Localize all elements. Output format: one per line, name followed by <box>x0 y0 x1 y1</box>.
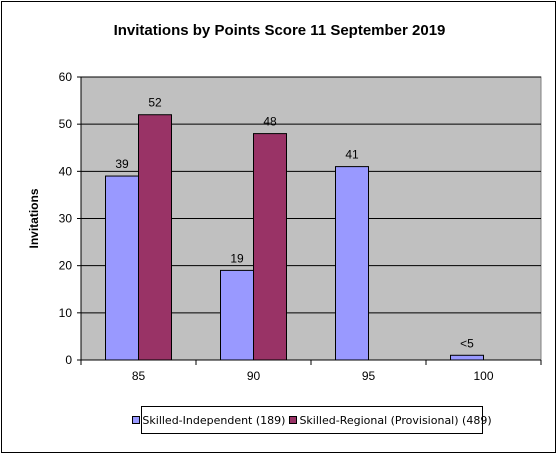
x-tick-label: 85 <box>132 369 146 383</box>
legend-item-series-1: Skilled-Independent (189) <box>132 414 285 427</box>
y-tick-label: 20 <box>59 259 73 273</box>
bar-series-1 <box>220 269 254 361</box>
x-tick-label: 95 <box>362 369 376 383</box>
bar-series-2 <box>253 133 287 361</box>
legend-item-series-2: Skilled-Regional (Provisional) (489) <box>289 413 492 427</box>
x-tick-label: 90 <box>247 369 261 383</box>
legend-label-series-2: Skilled-Regional (Provisional) (489) <box>299 413 492 427</box>
bar-series-1 <box>105 175 139 361</box>
y-tick-label: 60 <box>59 70 73 84</box>
chart-title: Invitations by Points Score 11 September… <box>113 22 446 39</box>
x-tick-label: 100 <box>473 369 493 383</box>
y-tick-label: 10 <box>59 306 73 320</box>
legend-swatch-series-1 <box>132 416 141 424</box>
bar-series-1 <box>450 354 484 361</box>
bar-series-1 <box>335 166 369 361</box>
data-label: <5 <box>460 336 474 350</box>
data-label: 41 <box>345 148 359 162</box>
y-tick-label: 30 <box>59 212 73 226</box>
data-label: 19 <box>230 251 244 265</box>
y-tick-label: 40 <box>59 164 73 178</box>
bar-series-2 <box>138 114 172 361</box>
y-tick-label: 50 <box>59 117 73 131</box>
data-label: 52 <box>148 96 162 110</box>
chart-legend: Skilled-Independent (189) Skilled-Region… <box>132 406 492 434</box>
y-axis-label: Invitations <box>27 188 41 248</box>
data-label: 39 <box>115 157 129 171</box>
legend-swatch-series-2 <box>289 416 298 424</box>
legend-label-series-1: Skilled-Independent (189) <box>142 413 286 427</box>
data-label: 48 <box>263 115 277 129</box>
y-tick-label: 0 <box>65 353 72 367</box>
